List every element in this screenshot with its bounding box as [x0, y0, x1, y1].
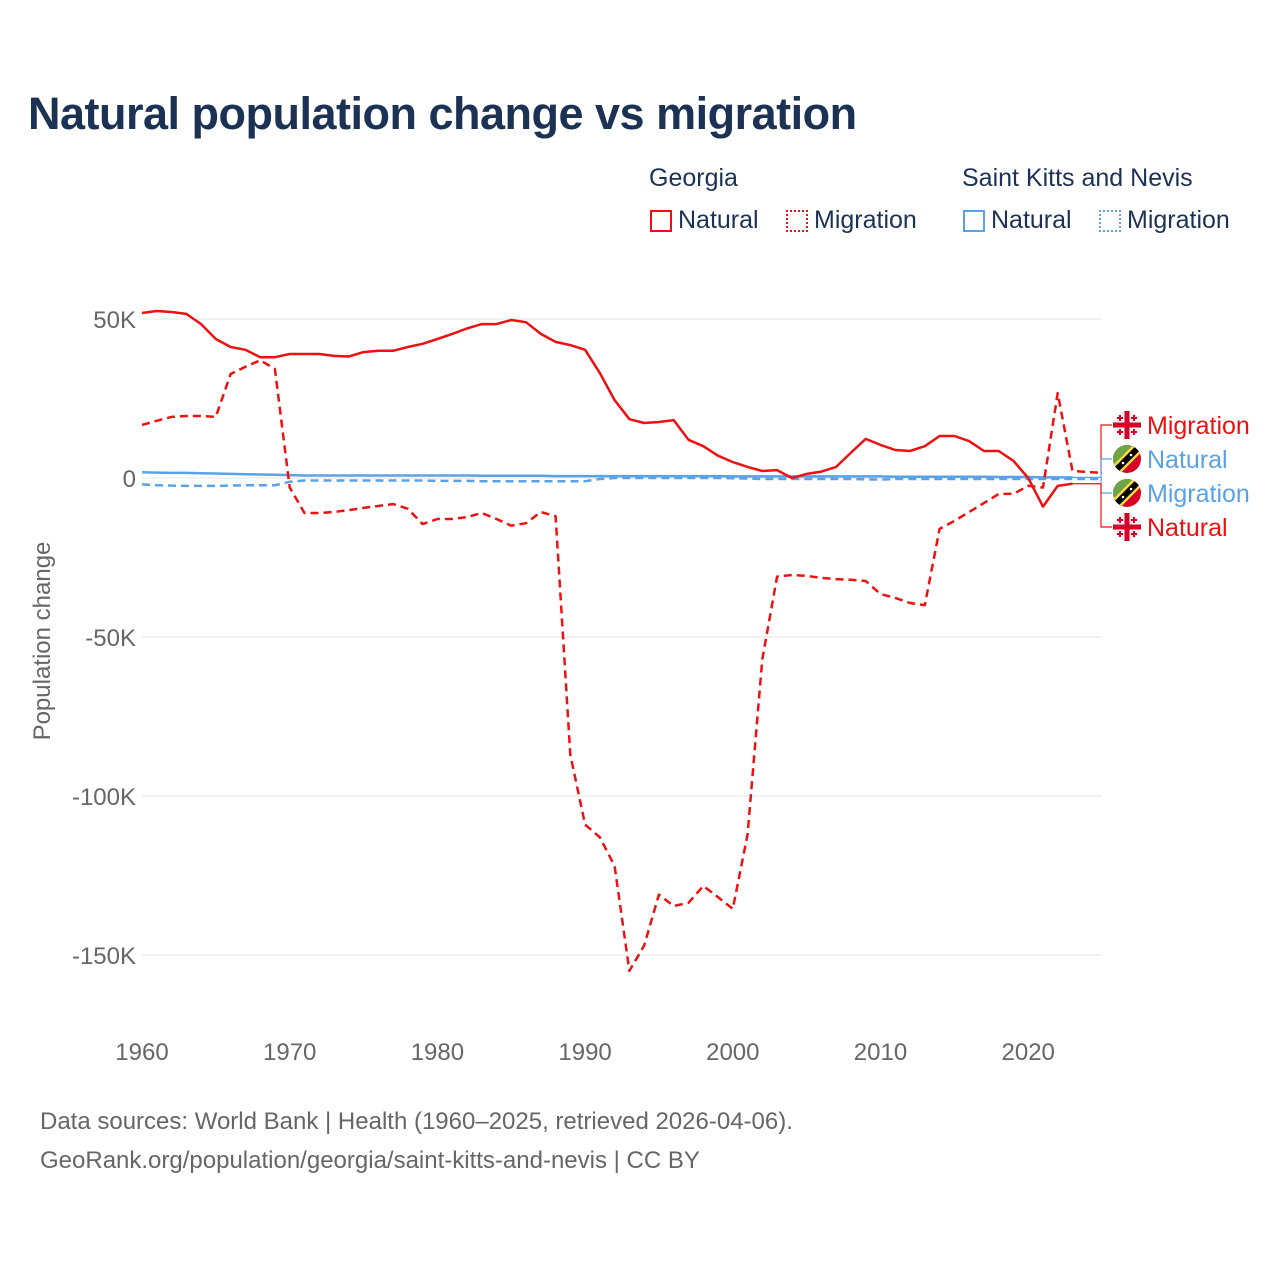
saint-kitts-flag-icon [1113, 445, 1141, 473]
solid-swatch-icon [650, 209, 672, 232]
x-tick-label: 2000 [706, 1039, 759, 1066]
legend-group-georgia: Georgia [649, 164, 738, 192]
legend-label: Natural [991, 206, 1072, 234]
label-connector [1072, 458, 1112, 478]
label-connector [1100, 424, 1112, 474]
legend-group-saint-kitts: Saint Kitts and Nevis [962, 164, 1193, 192]
x-tick-label: 1960 [115, 1039, 168, 1066]
legend-skn-migration[interactable]: Migration [1099, 206, 1230, 235]
legend-label: Migration [1127, 206, 1230, 234]
y-tick-label: -50K [85, 625, 136, 652]
footer-link[interactable]: GeoRank.org/population/georgia/saint-kit… [40, 1147, 700, 1174]
x-tick-label: 1970 [263, 1039, 316, 1066]
y-tick-label: 50K [93, 307, 136, 334]
dotted-swatch-icon [786, 209, 808, 232]
x-tick-label: 2010 [854, 1039, 907, 1066]
legend-label: Migration [814, 206, 917, 234]
y-tick-label: -100K [72, 784, 136, 811]
solid-swatch-icon [963, 209, 985, 232]
saint-kitts-and-nevis-natural-line [141, 471, 1073, 479]
label-connector [1100, 478, 1112, 494]
end-label: Natural [1147, 514, 1228, 542]
saint-kitts-flag-icon [1113, 479, 1141, 507]
legend-georgia-migration[interactable]: Migration [786, 206, 917, 235]
saint-kitts-and-nevis-migration-line [141, 476, 1102, 488]
end-label: Migration [1147, 412, 1250, 440]
legend-skn-natural[interactable]: Natural [963, 206, 1072, 235]
chart-title: Natural population change vs migration [28, 88, 857, 139]
y-axis-label: Population change [29, 542, 56, 741]
legend-georgia-natural[interactable]: Natural [650, 206, 759, 235]
georgia-migration-line [141, 359, 1103, 973]
x-tick-label: 1990 [558, 1039, 611, 1066]
x-tick-label: 2020 [1002, 1039, 1055, 1066]
y-tick-label: 0 [123, 466, 136, 493]
label-connector [1072, 483, 1112, 528]
georgia-flag-icon [1113, 513, 1141, 541]
y-tick-label: -150K [72, 943, 136, 970]
x-tick-label: 1980 [411, 1039, 464, 1066]
legend-label: Natural [678, 206, 759, 234]
dotted-swatch-icon [1099, 209, 1121, 232]
end-label: Migration [1147, 480, 1250, 508]
end-label: Natural [1147, 446, 1228, 474]
georgia-natural-line [141, 309, 1073, 508]
georgia-flag-icon [1113, 411, 1141, 439]
footer-sources: Data sources: World Bank | Health (1960–… [40, 1108, 793, 1135]
